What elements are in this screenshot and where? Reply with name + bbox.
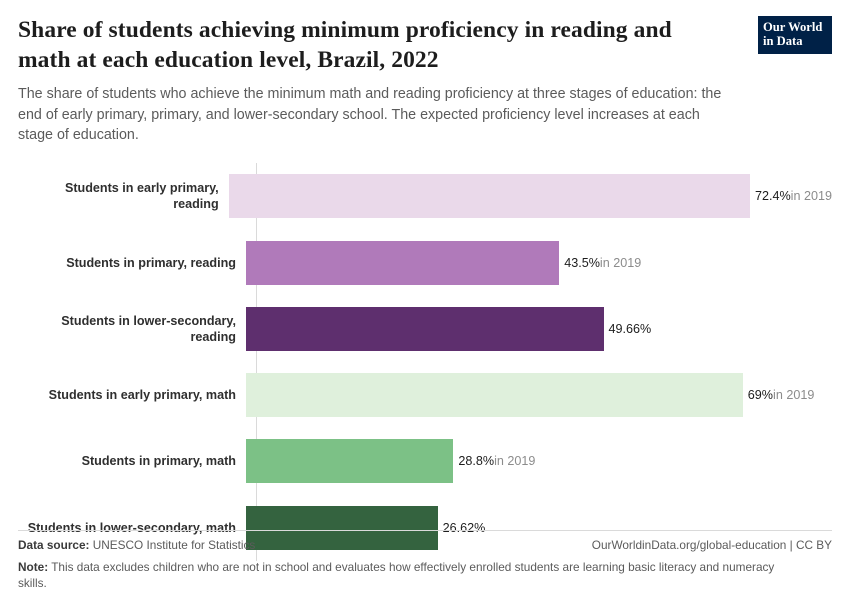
bar-category-label: Students in lower-secondary, reading <box>61 313 236 344</box>
bar[interactable] <box>228 174 750 219</box>
bar-row: Students in early primary, reading 72.4%i… <box>18 163 832 229</box>
bar[interactable] <box>246 439 454 484</box>
chart-header: Share of students achieving minimum prof… <box>18 16 832 145</box>
bar-value-number: 49.66% <box>608 321 652 336</box>
bar-value-label: 69%in 2019 <box>748 388 815 402</box>
chart-footer: Data source: UNESCO Institute for Statis… <box>18 529 832 593</box>
bar-value-label: 49.66% <box>609 322 652 336</box>
bar-category-label: Students in lower-secondary, math <box>27 520 236 535</box>
bar-value-annotation: in 2019 <box>494 454 536 469</box>
owid-logo-line2: in Data <box>763 34 803 49</box>
bar-row: Students in primary, reading 43.5%in 2019 <box>18 229 832 295</box>
bar-chart: Students in early primary, reading 72.4%i… <box>18 163 832 562</box>
bar-category-label: Students in early primary, reading <box>64 181 219 212</box>
bar-value-number: 26.62% <box>442 520 486 535</box>
bar[interactable] <box>246 505 438 550</box>
bar-row: Students in lower-secondary, reading 49.6… <box>18 296 832 362</box>
bar-value-number: 69% <box>747 388 774 403</box>
bar-category-label: Students in primary, math <box>81 454 236 469</box>
owid-logo-line1: Our World <box>763 20 823 34</box>
chart-subtitle: The share of students who achieve the mi… <box>18 86 722 143</box>
owid-logo[interactable]: Our World in Data <box>758 16 832 54</box>
data-source-label: Data source: <box>18 537 90 552</box>
footer-source-line: Data source: UNESCO Institute for Statis… <box>18 538 832 552</box>
bar-value-number: 72.4% <box>754 189 791 204</box>
bar-track: 49.66% <box>246 296 832 362</box>
bar-track: 28.8%in 2019 <box>246 428 832 494</box>
bar-track: 72.4%in 2019 <box>228 163 832 229</box>
bar-value-label: 43.5%in 2019 <box>564 256 641 270</box>
y-axis-line <box>256 163 257 562</box>
bar-track: 26.62% <box>246 495 832 561</box>
bar[interactable] <box>246 306 604 351</box>
bar-value-number: 28.8% <box>458 454 495 469</box>
bar-value-annotation: in 2019 <box>790 189 832 204</box>
bar-value-label: 72.4%in 2019 <box>755 189 832 203</box>
note-label: Note: <box>18 559 49 574</box>
bar-row: Students in lower-secondary, math 26.62% <box>18 495 832 561</box>
bar-value-annotation: in 2019 <box>599 255 642 270</box>
bar-value-annotation: in 2019 <box>773 388 815 403</box>
bar-value-number: 43.5% <box>564 255 600 270</box>
bar-category-label: Students in early primary, math <box>48 388 236 403</box>
page-title: Share of students achieving minimum prof… <box>18 17 672 73</box>
footer-divider <box>18 529 832 531</box>
bar-category-label: Students in primary, reading <box>66 255 236 270</box>
bar-row: Students in primary, math 28.8%in 2019 <box>18 428 832 494</box>
bar-rows: Students in early primary, reading 72.4%i… <box>18 163 832 561</box>
bar-value-label: 28.8%in 2019 <box>458 454 535 468</box>
bar[interactable] <box>246 240 560 285</box>
bar-row: Students in early primary, math 69%in 201… <box>18 362 832 428</box>
chart-note: Note: This data excludes children who ar… <box>18 559 778 593</box>
bar-track: 69%in 2019 <box>246 362 832 428</box>
data-source-value: UNESCO Institute for Statistics <box>89 537 256 552</box>
bar[interactable] <box>246 373 743 418</box>
data-source: Data source: UNESCO Institute for Statis… <box>18 538 255 552</box>
note-value: This data excludes children who are not … <box>18 559 775 591</box>
bar-track: 43.5%in 2019 <box>246 229 832 295</box>
bar-value-label: 26.62% <box>443 521 486 535</box>
footer-link[interactable]: OurWorldinData.org/global-education | CC… <box>591 537 832 552</box>
